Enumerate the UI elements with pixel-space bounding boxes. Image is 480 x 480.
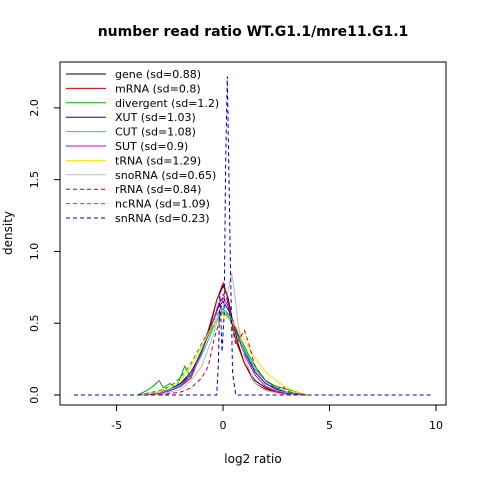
- series-line: [137, 313, 309, 396]
- series-line: [137, 308, 309, 396]
- y-axis-label: density: [1, 211, 15, 255]
- legend-label: snRNA (sd=0.23): [115, 212, 210, 225]
- legend-label: rRNA (sd=0.84): [115, 183, 201, 196]
- series-line: [159, 272, 287, 396]
- legend-label: XUT (sd=1.03): [115, 111, 196, 124]
- legend-label: tRNA (sd=1.29): [115, 154, 201, 167]
- x-tick-label: -5: [111, 419, 122, 432]
- legend-label: mRNA (sd=0.8): [115, 82, 201, 95]
- series-line: [137, 296, 309, 396]
- legend-label: gene (sd=0.88): [115, 68, 201, 81]
- plot-frame: [59, 61, 447, 406]
- y-axis: 0.0 0.5 1.0 1.5 2.0: [28, 99, 60, 404]
- series-line: [137, 281, 309, 396]
- y-tick-label: 2.0: [28, 99, 41, 117]
- series-line: [137, 300, 309, 396]
- series-layer: [74, 76, 432, 396]
- y-tick-label: 0.0: [28, 386, 41, 404]
- x-tick-label: 0: [220, 419, 227, 432]
- legend-label: snoRNA (sd=0.65): [115, 169, 216, 182]
- series-line: [159, 293, 298, 396]
- y-tick-label: 1.0: [28, 243, 41, 261]
- y-tick-label: 0.5: [28, 314, 41, 332]
- series-line: [137, 308, 309, 396]
- series-line: [137, 310, 309, 396]
- x-axis-label: log2 ratio: [224, 452, 281, 466]
- series-line: [74, 76, 432, 396]
- legend-label: divergent (sd=1.2): [115, 97, 219, 110]
- y-tick-label: 1.5: [28, 171, 41, 189]
- legend-label: SUT (sd=0.9): [115, 140, 188, 153]
- x-tick-label: 10: [429, 419, 443, 432]
- legend-label: ncRNA (sd=1.09): [115, 198, 210, 211]
- x-tick-label: 5: [326, 419, 333, 432]
- legend: gene (sd=0.88)mRNA (sd=0.8) divergent (sd…: [66, 68, 219, 225]
- legend-label: CUT (sd=1.08): [115, 126, 196, 139]
- chart-title: number read ratio WT.G1.1/mre11.G1.1: [98, 24, 409, 40]
- x-axis: -5 0 5 10: [111, 405, 443, 432]
